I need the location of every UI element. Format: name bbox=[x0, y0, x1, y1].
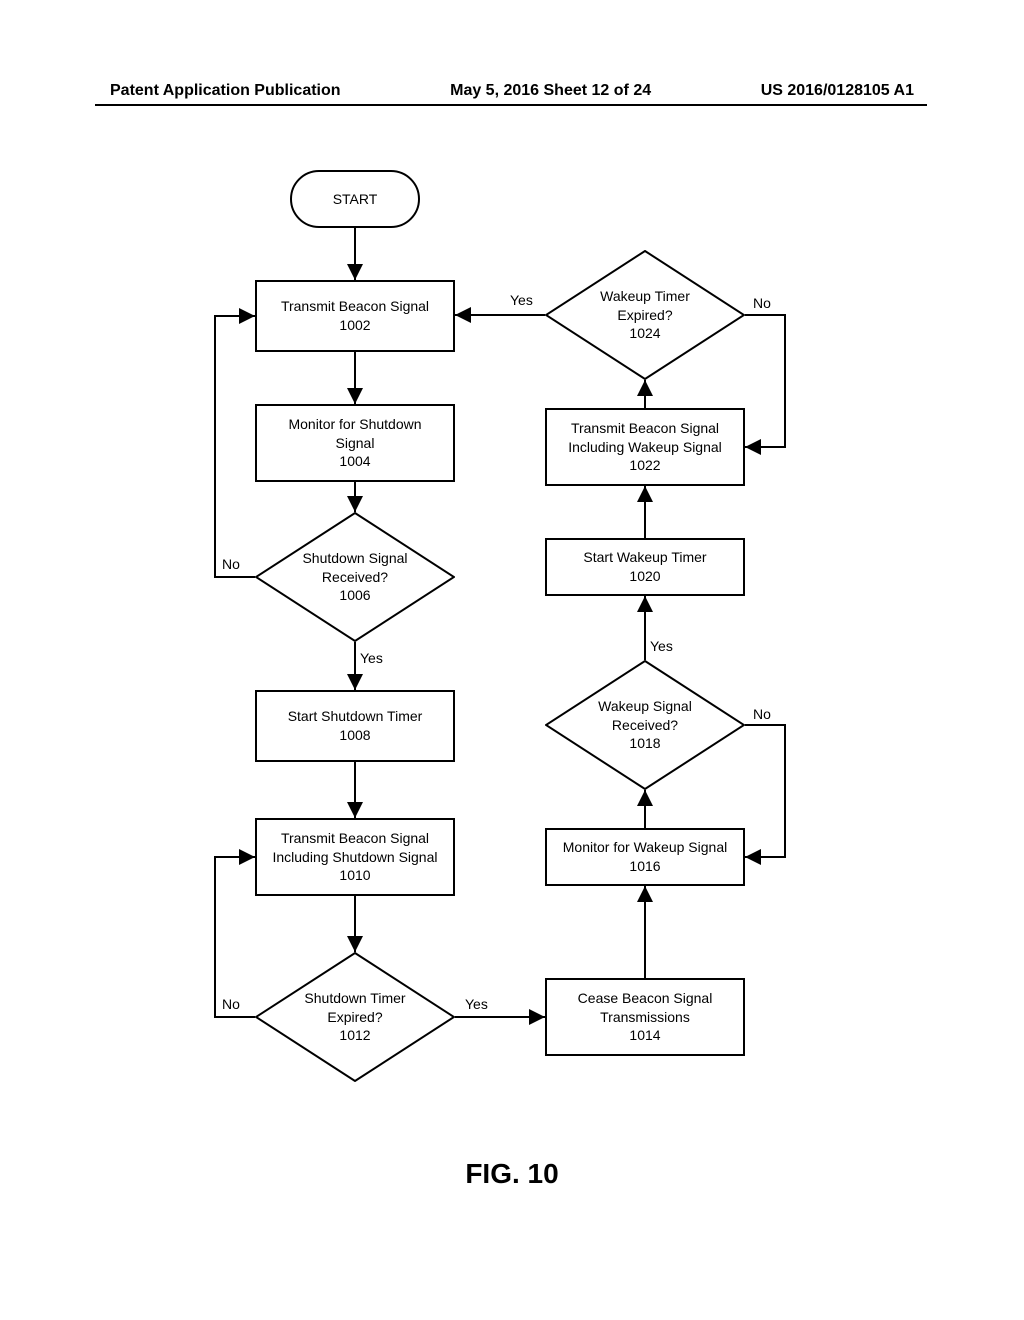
node-ref: 1010 bbox=[339, 866, 370, 885]
label-1012-yes: Yes bbox=[465, 996, 488, 1012]
node-label: Start Wakeup Timer bbox=[583, 548, 706, 567]
node-label: Signal bbox=[336, 434, 375, 453]
header-center: May 5, 2016 Sheet 12 of 24 bbox=[450, 82, 651, 100]
node-ref: 1022 bbox=[629, 456, 660, 475]
node-1004: Monitor for Shutdown Signal 1004 bbox=[255, 404, 455, 482]
node-label: Expired? bbox=[327, 1008, 382, 1027]
node-label: Transmit Beacon Signal bbox=[281, 297, 429, 316]
node-ref: 1006 bbox=[339, 586, 370, 605]
label-1024-no: No bbox=[753, 295, 771, 311]
node-label: Including Shutdown Signal bbox=[272, 848, 437, 867]
node-label: Start Shutdown Timer bbox=[288, 707, 423, 726]
node-1020: Start Wakeup Timer 1020 bbox=[545, 538, 745, 596]
node-ref: 1012 bbox=[339, 1026, 370, 1045]
node-label: Monitor for Wakeup Signal bbox=[563, 838, 727, 857]
node-1008: Start Shutdown Timer 1008 bbox=[255, 690, 455, 762]
header-rule bbox=[95, 104, 927, 106]
node-label: Including Wakeup Signal bbox=[568, 438, 722, 457]
node-1016: Monitor for Wakeup Signal 1016 bbox=[545, 828, 745, 886]
figure-title: FIG. 10 bbox=[0, 1158, 1024, 1190]
node-1024: Wakeup Timer Expired? 1024 bbox=[545, 250, 745, 380]
node-label: Cease Beacon Signal bbox=[578, 989, 713, 1008]
node-ref: 1008 bbox=[339, 726, 370, 745]
node-label: Wakeup Signal bbox=[598, 697, 692, 716]
connectors bbox=[0, 160, 1024, 1320]
header-right: US 2016/0128105 A1 bbox=[761, 82, 914, 100]
label-1006-yes: Yes bbox=[360, 650, 383, 666]
node-ref: 1016 bbox=[629, 857, 660, 876]
node-ref: 1018 bbox=[629, 734, 660, 753]
node-start: START bbox=[290, 170, 420, 228]
node-label: Transmit Beacon Signal bbox=[281, 829, 429, 848]
node-ref: 1020 bbox=[629, 567, 660, 586]
node-1006: Shutdown Signal Received? 1006 bbox=[255, 512, 455, 642]
node-label: Wakeup Timer bbox=[600, 287, 690, 306]
node-1010: Transmit Beacon Signal Including Shutdow… bbox=[255, 818, 455, 896]
node-1012: Shutdown Timer Expired? 1012 bbox=[255, 952, 455, 1082]
label-1012-no: No bbox=[222, 996, 240, 1012]
node-label: Expired? bbox=[617, 306, 672, 325]
node-label: Monitor for Shutdown bbox=[288, 415, 421, 434]
header-left: Patent Application Publication bbox=[110, 82, 341, 100]
node-ref: 1002 bbox=[339, 316, 370, 335]
node-label: Transmissions bbox=[600, 1008, 690, 1027]
node-label: Shutdown Signal bbox=[302, 549, 407, 568]
node-label: Received? bbox=[612, 716, 678, 735]
node-start-label: START bbox=[333, 190, 378, 209]
label-1006-no: No bbox=[222, 556, 240, 572]
node-1002: Transmit Beacon Signal 1002 bbox=[255, 280, 455, 352]
node-label: Transmit Beacon Signal bbox=[571, 419, 719, 438]
label-1018-no: No bbox=[753, 706, 771, 722]
node-ref: 1004 bbox=[339, 452, 370, 471]
node-label: Received? bbox=[322, 568, 388, 587]
node-1018: Wakeup Signal Received? 1018 bbox=[545, 660, 745, 790]
node-ref: 1024 bbox=[629, 324, 660, 343]
node-1014: Cease Beacon Signal Transmissions 1014 bbox=[545, 978, 745, 1056]
node-1022: Transmit Beacon Signal Including Wakeup … bbox=[545, 408, 745, 486]
node-ref: 1014 bbox=[629, 1026, 660, 1045]
label-1018-yes: Yes bbox=[650, 638, 673, 654]
patent-header: Patent Application Publication May 5, 20… bbox=[0, 82, 1024, 100]
label-1024-yes: Yes bbox=[510, 292, 533, 308]
node-label: Shutdown Timer bbox=[304, 989, 405, 1008]
flowchart-fig10: START Transmit Beacon Signal 1002 Monito… bbox=[0, 160, 1024, 1320]
